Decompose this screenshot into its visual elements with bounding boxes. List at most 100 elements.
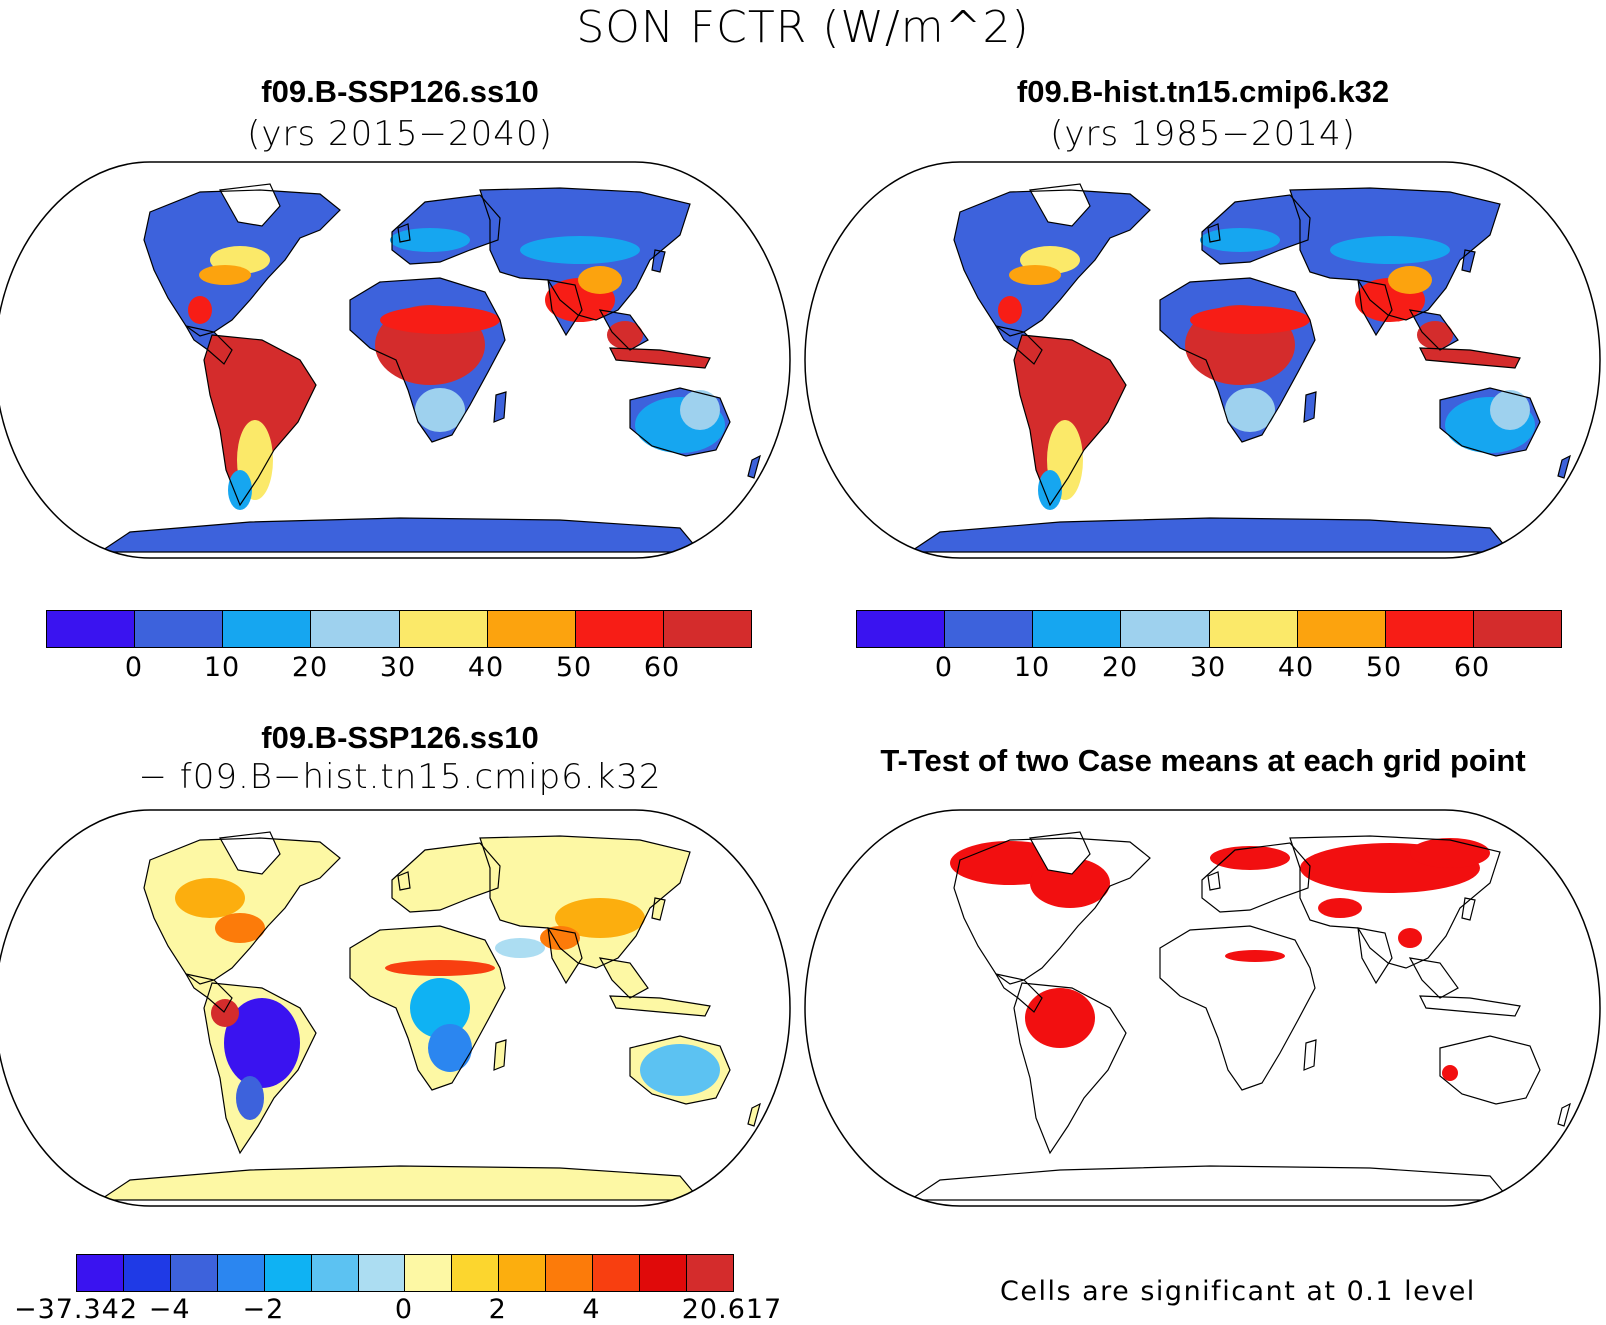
panel-2-title: f09.B-hist.tn15.cmip6.k32 <box>1016 74 1390 109</box>
colorbar-panel-1 <box>46 610 752 648</box>
field-patch <box>410 978 470 1038</box>
colorbar-swatch <box>217 1255 265 1291</box>
colorbar-tick-label: −4 <box>148 1294 191 1325</box>
coastline-antarctica <box>98 517 702 553</box>
colorbar-swatch <box>358 1255 406 1291</box>
land-africa <box>1160 926 1315 1090</box>
significant-region <box>1442 1065 1458 1081</box>
colorbar-swatch <box>399 611 488 647</box>
colorbar-tick-label: 50 <box>1365 652 1403 683</box>
coastline-centralAmerica <box>994 973 1043 1013</box>
coastline-japan <box>1461 249 1476 273</box>
colorbar-tick-label: −2 <box>242 1294 285 1325</box>
land-newZealand <box>748 1104 760 1126</box>
field-patch <box>1388 266 1432 294</box>
coastline-greenland <box>1029 831 1091 875</box>
coastline-centralAmerica <box>184 325 233 365</box>
coastline-africa <box>349 925 506 1091</box>
coastline-greenland <box>219 183 281 227</box>
land-antarctica <box>910 1166 1510 1200</box>
field-patch <box>998 296 1022 324</box>
panel-3-title: f09.B-SSP126.ss10 <box>261 720 539 755</box>
colorbar-swatch <box>1033 611 1122 647</box>
land-antarctica <box>910 518 1510 552</box>
land-seAsia <box>1410 958 1458 998</box>
coastline-indonesia <box>609 347 711 369</box>
field-patch <box>1190 306 1310 334</box>
significant-region <box>1398 928 1422 948</box>
colorbar-tick-label: −37.342 <box>13 1294 139 1325</box>
colorbar-panel-1-ticks: 0 10 20 30 40 50 60 <box>46 652 750 688</box>
coastline-africa <box>349 277 506 443</box>
colorbar-swatch <box>77 1255 124 1291</box>
colorbar-difference <box>76 1254 734 1292</box>
land-antarctica <box>100 518 700 552</box>
field-patch <box>236 1076 264 1120</box>
coastline-newZealand <box>1557 454 1571 479</box>
field-patch <box>428 1024 472 1072</box>
field-patch <box>578 266 622 294</box>
land-madagascar <box>494 1040 506 1070</box>
land-madagascar <box>1304 1040 1316 1070</box>
significant-region <box>1410 838 1490 868</box>
coastline-southAmerica <box>1013 334 1127 507</box>
colorbar-tick-label: 0 <box>124 652 144 683</box>
colorbar-tick-label: 20 <box>291 652 329 683</box>
coastline-madagascar <box>1303 1039 1317 1071</box>
field-patch <box>680 390 720 430</box>
coastline-indonesia <box>1419 347 1521 369</box>
coastline-northAmerica <box>143 189 341 337</box>
coastline-europe <box>391 194 501 265</box>
coastline-indonesia <box>1419 995 1521 1017</box>
field-patch <box>188 296 212 324</box>
colorbar-panel-2-ticks: 0 10 20 30 40 50 60 <box>856 652 1560 688</box>
field-patch <box>520 236 640 264</box>
land-antarctica <box>100 1166 700 1200</box>
colorbar-tick-label: 40 <box>467 652 505 683</box>
colorbar-tick-label: 30 <box>379 652 417 683</box>
coastline-asia <box>479 187 691 321</box>
colorbar-swatch <box>546 1255 594 1291</box>
coastline-europe <box>391 842 501 913</box>
field-patch <box>540 926 580 950</box>
land-seAsia <box>600 958 648 998</box>
coastline-india <box>547 927 583 985</box>
coastline-newZealand <box>747 454 761 479</box>
field-patch <box>415 388 465 432</box>
colorbar-swatch <box>452 1255 500 1291</box>
field-patch <box>385 960 495 976</box>
colorbar-tick-label: 10 <box>1013 652 1051 683</box>
map-frame <box>0 809 791 1207</box>
colorbar-tick-label: 0 <box>394 1294 414 1325</box>
field-patch <box>1225 388 1275 432</box>
colorbar-swatch <box>1473 611 1561 647</box>
coastline-southAmerica <box>1013 982 1127 1155</box>
coastline-australia <box>629 1035 731 1105</box>
land-uk <box>398 872 410 890</box>
coastline-madagascar <box>493 1039 507 1071</box>
coastline-australia <box>629 387 731 457</box>
coastline-northAmerica <box>953 189 1151 337</box>
colorbar-swatch <box>170 1255 218 1291</box>
coastline-india <box>547 279 583 337</box>
map-panel-4 <box>804 809 1601 1207</box>
colorbar-panel-2 <box>856 610 1562 648</box>
significant-region <box>1025 988 1095 1048</box>
field-patch <box>1200 228 1280 252</box>
land-southAmerica-high <box>1014 335 1126 505</box>
map-frame <box>0 161 791 559</box>
significant-region <box>1210 846 1290 870</box>
colorbar-tick-label: 0 <box>934 652 954 683</box>
coastline-australia <box>1439 387 1541 457</box>
coastline-uk <box>1207 871 1221 891</box>
map-frame <box>804 161 1601 559</box>
land-newZealand <box>748 456 760 478</box>
field-patch <box>607 321 643 349</box>
panel-1-subtitle: (yrs 2015−2040) <box>247 114 553 154</box>
colorbar-tick-label: 4 <box>582 1294 601 1325</box>
coastline-greenland <box>219 831 281 875</box>
colorbar-swatch <box>686 1255 733 1291</box>
colorbar-swatch <box>663 611 751 647</box>
field-patch <box>199 265 251 285</box>
field-patch <box>1038 470 1062 510</box>
